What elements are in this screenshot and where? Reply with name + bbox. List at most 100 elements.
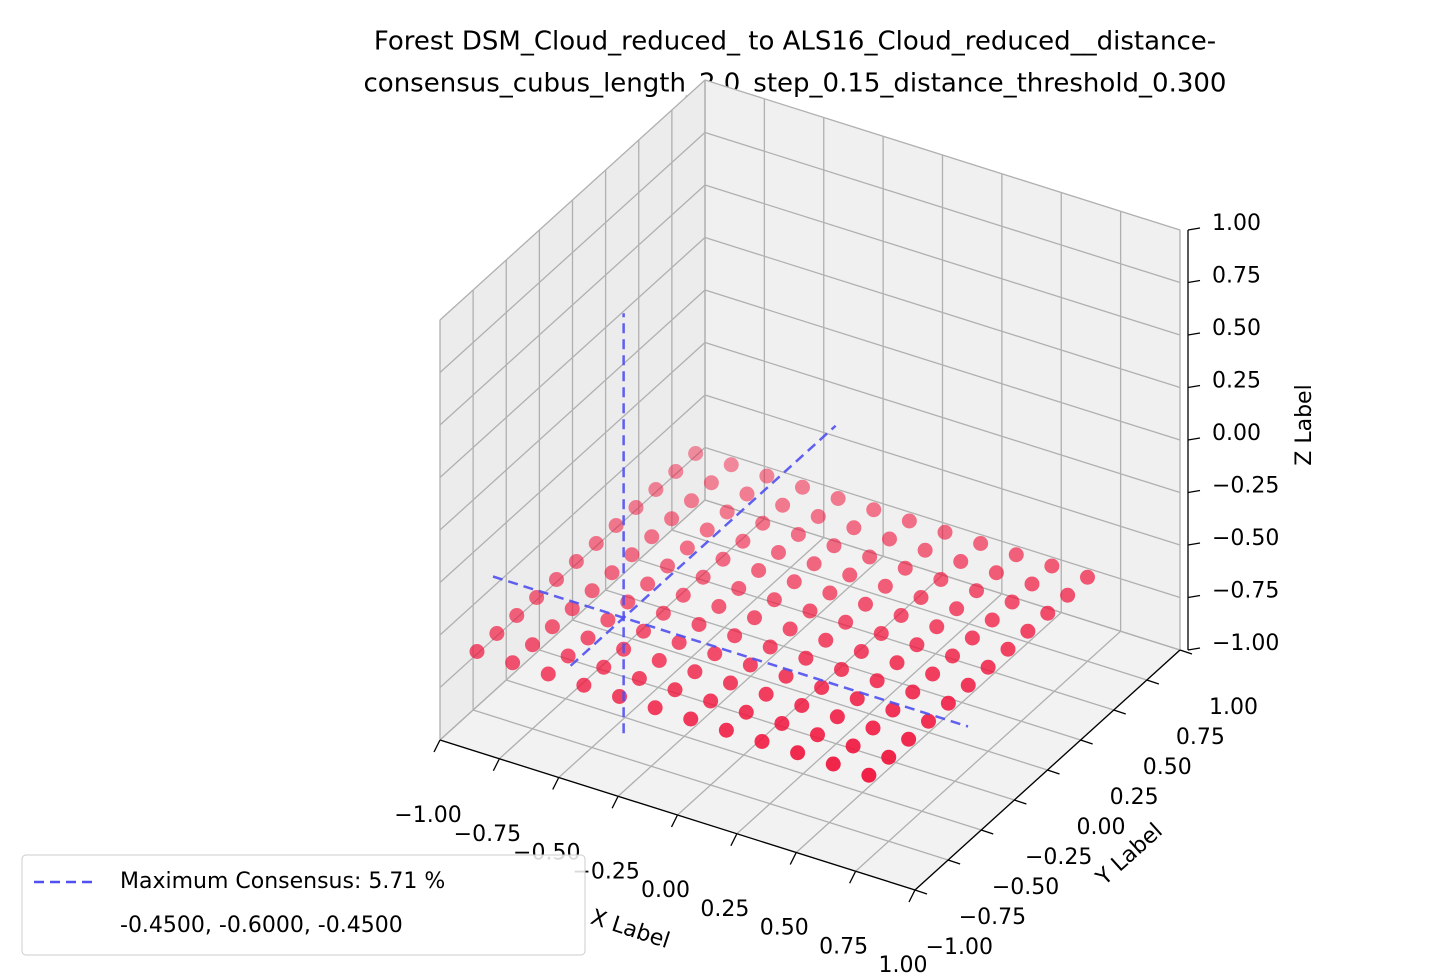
point (735, 533, 751, 549)
point (715, 551, 731, 567)
point (648, 482, 664, 497)
point (695, 569, 711, 585)
point (988, 565, 1004, 581)
x-tick (908, 889, 916, 903)
point (711, 599, 727, 614)
point (921, 713, 936, 729)
point (683, 711, 699, 727)
point (739, 486, 755, 502)
x-tick (849, 870, 857, 884)
point (703, 693, 719, 709)
point (675, 587, 691, 603)
point (529, 590, 545, 605)
point (889, 655, 905, 671)
y-tick-label: 0.25 (1110, 785, 1159, 810)
x-tick (552, 777, 560, 790)
point (600, 612, 616, 628)
point (937, 524, 953, 540)
legend (21, 854, 586, 956)
point (684, 493, 699, 509)
point (691, 617, 707, 632)
grid-line (439, 289, 706, 531)
point (727, 628, 743, 644)
grid-line (439, 342, 706, 583)
y-axis (914, 649, 1181, 891)
point (699, 522, 715, 538)
point (576, 677, 592, 693)
y-tick (1179, 649, 1193, 655)
point (667, 682, 683, 698)
y-tick-label: −0.50 (992, 875, 1059, 900)
point (945, 648, 960, 664)
x-tick (492, 758, 500, 772)
point (842, 567, 858, 583)
grid-line (572, 619, 1048, 771)
point (668, 464, 684, 479)
point (588, 536, 604, 551)
point (719, 504, 735, 520)
x-tick (670, 814, 679, 828)
grid-line (704, 289, 1181, 441)
grid-line (439, 132, 706, 373)
y-tick (1146, 679, 1160, 685)
point (774, 716, 790, 731)
point (905, 684, 921, 700)
y-tick-label: −1.00 (926, 935, 993, 960)
x-tick-label: 0.75 (819, 934, 868, 959)
point (825, 756, 841, 772)
point (790, 527, 806, 542)
point (810, 727, 825, 743)
point (758, 686, 774, 702)
point (655, 605, 671, 621)
point (953, 554, 969, 569)
z-tick-label: 0.75 (1212, 264, 1261, 289)
legend-label: Maximum Consensus: 5.71 % (120, 869, 445, 894)
point (647, 700, 663, 716)
grid-line (439, 184, 706, 426)
point (469, 644, 485, 659)
point (834, 662, 849, 677)
point (1004, 594, 1020, 610)
grid-line (439, 79, 706, 321)
point (980, 659, 996, 675)
point (830, 491, 846, 506)
point (885, 702, 901, 718)
point (707, 646, 723, 662)
x-axis-label: X Label (588, 905, 673, 954)
point (718, 722, 734, 738)
point (881, 749, 897, 765)
grid-line (704, 341, 1181, 494)
point (814, 680, 830, 695)
point (778, 668, 794, 684)
point (798, 650, 814, 666)
point (873, 626, 889, 641)
point (489, 626, 505, 641)
point (984, 612, 1000, 628)
point (688, 446, 704, 461)
x-tick-label: 0.25 (700, 897, 749, 922)
point (608, 518, 624, 533)
x-tick (730, 833, 738, 847)
z-tick-label: −0.75 (1212, 579, 1279, 604)
point (901, 513, 917, 529)
point (560, 648, 576, 664)
point (604, 565, 620, 581)
point (826, 538, 842, 554)
point (742, 657, 758, 673)
point (838, 614, 854, 630)
y-tick (947, 859, 961, 865)
point (584, 583, 600, 599)
x-tick-label: −1.00 (394, 803, 461, 828)
point (893, 608, 909, 623)
point (782, 621, 798, 637)
point (762, 639, 778, 655)
point (925, 666, 941, 682)
point (869, 673, 885, 689)
point (687, 664, 703, 680)
point (818, 632, 834, 648)
y-tick-label: 0.00 (1077, 815, 1126, 840)
plot-area: −1.00−0.75−0.50−0.250.000.250.500.751.00… (394, 78, 1317, 976)
point (671, 635, 687, 650)
point (795, 479, 810, 495)
grid-line (439, 499, 706, 741)
